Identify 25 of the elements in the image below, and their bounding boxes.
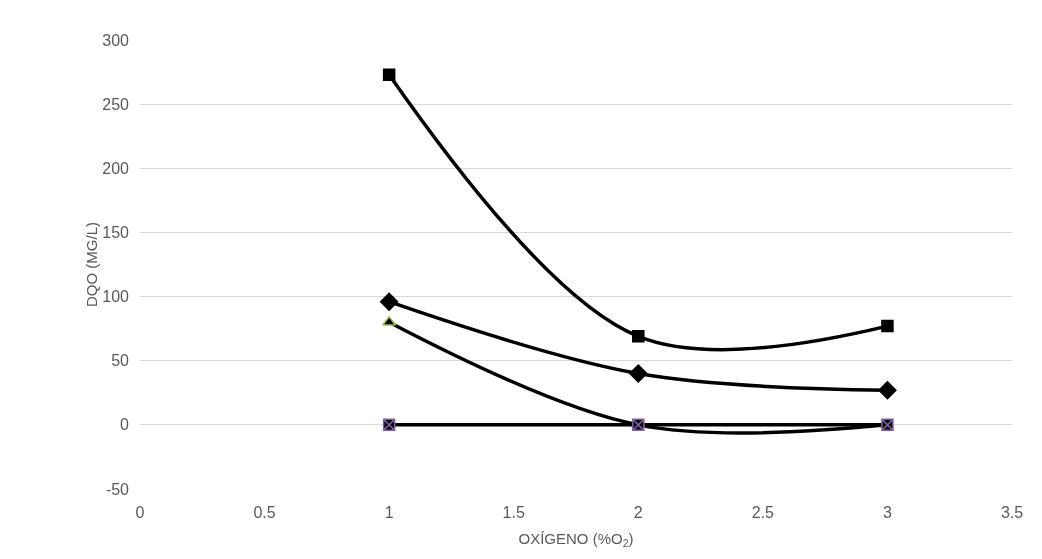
- y-tick-label: 250: [102, 95, 130, 113]
- point: [632, 330, 645, 343]
- x-tick-label: 2: [633, 504, 643, 521]
- x-tick-label: 1: [384, 504, 394, 521]
- point: [379, 292, 399, 311]
- point: [382, 68, 396, 81]
- point: [878, 381, 897, 400]
- point: [382, 315, 397, 326]
- y-tick-label: 100: [102, 288, 130, 306]
- x-tick-label: 2.5: [751, 504, 775, 521]
- y-tick-label: 50: [111, 352, 130, 370]
- y-tick-label: 200: [102, 159, 130, 177]
- y-tick-label: -50: [105, 480, 130, 498]
- point: [881, 319, 894, 333]
- y-tick-label: 0: [120, 416, 130, 434]
- y-axis-title: DQO (MG/L): [83, 222, 101, 307]
- x-axis-title: OXÍGENO (%O$_{2}$): [518, 530, 634, 550]
- point: [629, 364, 648, 383]
- x-tick-label: 0: [135, 504, 145, 521]
- x-tick-label: 3.5: [1000, 504, 1024, 521]
- y-tick-label: 150: [102, 224, 130, 242]
- x-tick-label: 0.5: [253, 504, 276, 521]
- y-tick-label: 300: [102, 31, 130, 49]
- x-tick-label: 1.5: [502, 504, 525, 521]
- x-tick-label: 3: [882, 504, 892, 521]
